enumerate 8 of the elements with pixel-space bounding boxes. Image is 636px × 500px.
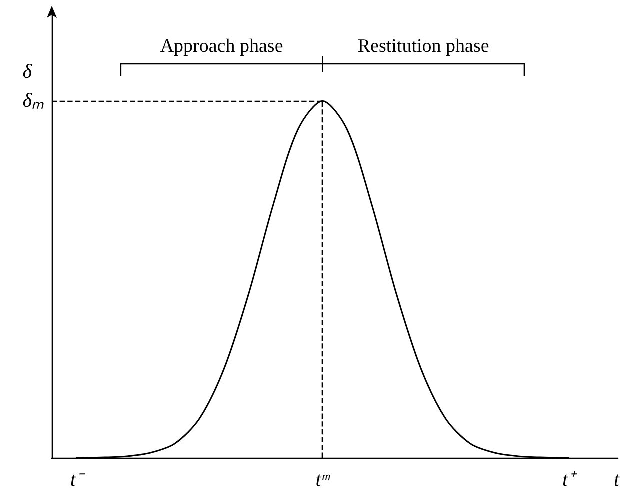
text: Restitution phase	[358, 36, 490, 57]
x-tick-label: t⁻	[70, 469, 86, 491]
x-tick-label: t⁺	[562, 469, 578, 491]
ref-line-label: δₘ	[22, 90, 44, 112]
y-axis-title: δ	[22, 61, 33, 83]
x-axis-title: t	[614, 469, 620, 491]
x-tick-label: tᵐ	[316, 469, 330, 491]
text: Approach phase	[160, 36, 284, 57]
